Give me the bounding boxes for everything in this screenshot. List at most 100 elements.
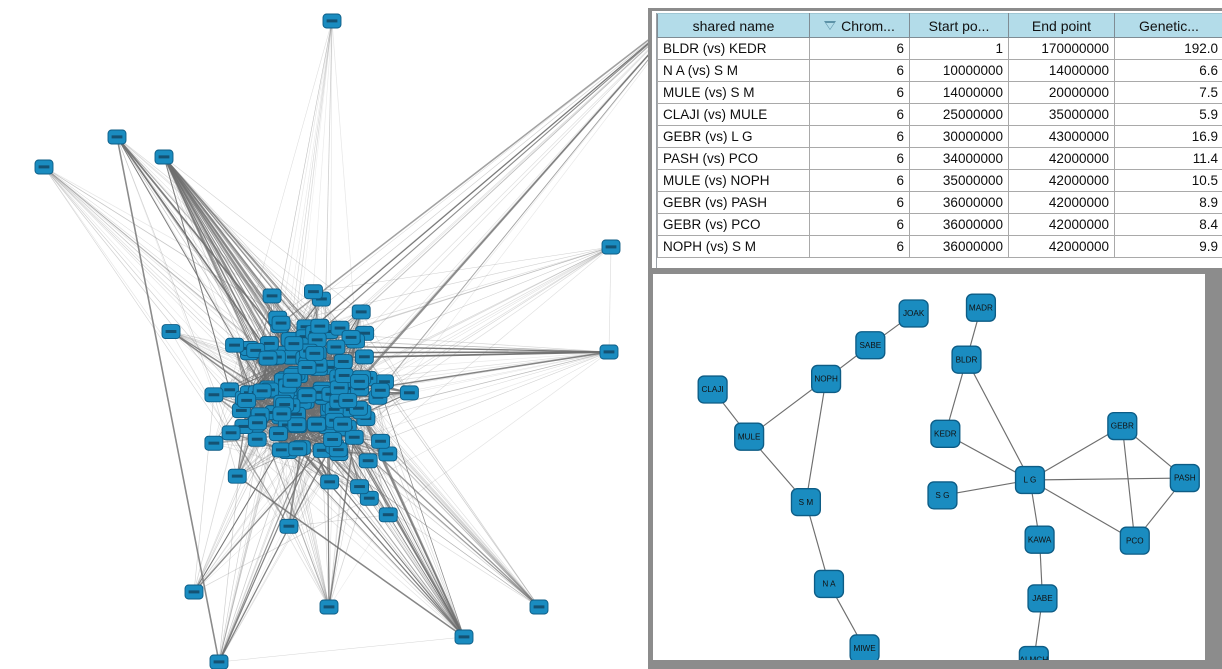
table-row[interactable]: MULE (vs) S M 6 14000000 20000000 7.5 xyxy=(657,81,1222,104)
cell-chromosome[interactable]: 6 xyxy=(809,125,910,148)
cell-shared_name[interactable]: GEBR (vs) PCO xyxy=(657,213,810,236)
graph-node[interactable]: PCO xyxy=(1119,526,1150,555)
cell-end_point[interactable]: 42000000 xyxy=(1008,147,1115,170)
graph-node[interactable]: JABE xyxy=(1027,584,1058,613)
cell-shared_name[interactable]: PASH (vs) PCO xyxy=(657,147,810,170)
cell-shared_name[interactable]: GEBR (vs) PASH xyxy=(657,191,810,214)
cell-start_point[interactable]: 14000000 xyxy=(909,81,1009,104)
cell-start_point[interactable]: 1 xyxy=(909,37,1009,60)
graph-node[interactable]: JOAK xyxy=(898,299,929,328)
graph-edge[interactable] xyxy=(805,378,827,503)
cell-genetic[interactable]: 10.5 xyxy=(1114,169,1222,192)
graph-node[interactable]: MULE xyxy=(734,422,765,451)
table-row[interactable]: BLDR (vs) KEDR 6 1 170000000 192.0 xyxy=(657,37,1222,60)
column-header-chromosome[interactable]: Chrom... xyxy=(809,13,910,38)
node-shape[interactable] xyxy=(734,422,765,451)
node-shape[interactable] xyxy=(1018,645,1049,660)
cell-end_point[interactable]: 42000000 xyxy=(1008,213,1115,236)
cell-chromosome[interactable]: 6 xyxy=(809,147,910,170)
column-header-shared-name[interactable]: shared name xyxy=(657,13,810,38)
graph-edge[interactable] xyxy=(1029,479,1136,542)
graph-node[interactable]: SABE xyxy=(855,331,886,360)
cell-start_point[interactable]: 25000000 xyxy=(909,103,1009,126)
table-row[interactable]: PASH (vs) PCO 6 34000000 42000000 11.4 xyxy=(657,147,1222,170)
cell-start_point[interactable]: 36000000 xyxy=(909,191,1009,214)
node-shape[interactable] xyxy=(898,299,929,328)
cell-end_point[interactable]: 14000000 xyxy=(1008,59,1115,82)
cell-start_point[interactable]: 10000000 xyxy=(909,59,1009,82)
column-header-end-point[interactable]: End point xyxy=(1008,13,1115,38)
cell-genetic[interactable]: 6.6 xyxy=(1114,59,1222,82)
cell-chromosome[interactable]: 6 xyxy=(809,59,910,82)
column-header-start-point[interactable]: Start po... xyxy=(909,13,1009,38)
graph-edge[interactable] xyxy=(965,359,1031,481)
cell-genetic[interactable]: 8.4 xyxy=(1114,213,1222,236)
node-shape[interactable] xyxy=(1027,584,1058,613)
graph-edge[interactable] xyxy=(1029,477,1185,481)
cell-chromosome[interactable]: 6 xyxy=(809,169,910,192)
cell-end_point[interactable]: 42000000 xyxy=(1008,235,1115,258)
graph-node[interactable]: KEDR xyxy=(930,419,961,448)
node-shape[interactable] xyxy=(1107,411,1138,441)
cell-end_point[interactable]: 42000000 xyxy=(1008,191,1115,214)
cell-genetic[interactable]: 7.5 xyxy=(1114,81,1222,104)
table-row[interactable]: NOPH (vs) S M 6 36000000 42000000 9.9 xyxy=(657,235,1222,258)
cell-start_point[interactable]: 36000000 xyxy=(909,235,1009,258)
cell-start_point[interactable]: 36000000 xyxy=(909,213,1009,236)
table-row[interactable]: GEBR (vs) PCO 6 36000000 42000000 8.4 xyxy=(657,213,1222,236)
subnetwork-panel[interactable]: CLAJI MULE NOPH SABE JOAK S M N A MIWE MADR BLDR K… xyxy=(648,268,1222,669)
cell-chromosome[interactable]: 6 xyxy=(809,103,910,126)
graph-node[interactable]: S M xyxy=(790,487,822,517)
node-shape[interactable] xyxy=(930,419,961,448)
node-shape[interactable] xyxy=(1119,526,1150,555)
cell-shared_name[interactable]: NOPH (vs) S M xyxy=(657,235,810,258)
table-row[interactable]: GEBR (vs) L G 6 30000000 43000000 16.9 xyxy=(657,125,1222,148)
node-shape[interactable] xyxy=(849,634,880,660)
cell-shared_name[interactable]: CLAJI (vs) MULE xyxy=(657,103,810,126)
table-row[interactable]: CLAJI (vs) MULE 6 25000000 35000000 5.9 xyxy=(657,103,1222,126)
graph-node[interactable]: PASH xyxy=(1169,463,1200,493)
cell-start_point[interactable]: 34000000 xyxy=(909,147,1009,170)
graph-edge[interactable] xyxy=(1029,425,1123,481)
graph-node[interactable]: S G xyxy=(927,481,958,510)
cell-start_point[interactable]: 30000000 xyxy=(909,125,1009,148)
cell-shared_name[interactable]: MULE (vs) NOPH xyxy=(657,169,810,192)
node-shape[interactable] xyxy=(965,293,997,322)
table-row[interactable]: MULE (vs) NOPH 6 35000000 42000000 10.5 xyxy=(657,169,1222,192)
graph-edge[interactable] xyxy=(1121,426,1136,541)
cell-end_point[interactable]: 35000000 xyxy=(1008,103,1115,126)
cell-chromosome[interactable]: 6 xyxy=(809,81,910,104)
graph-node[interactable]: KAWA xyxy=(1024,525,1055,554)
node-shape[interactable] xyxy=(855,331,886,360)
cell-start_point[interactable]: 35000000 xyxy=(909,169,1009,192)
main-network-view[interactable] xyxy=(0,0,648,669)
sort-descending-icon[interactable] xyxy=(824,21,837,31)
node-shape[interactable] xyxy=(813,569,845,599)
node-shape[interactable] xyxy=(811,364,842,394)
cell-end_point[interactable]: 42000000 xyxy=(1008,169,1115,192)
column-header-genetic[interactable]: Genetic... xyxy=(1114,13,1222,38)
node-shape[interactable] xyxy=(1169,463,1200,493)
cell-end_point[interactable]: 20000000 xyxy=(1008,81,1115,104)
cell-genetic[interactable]: 16.9 xyxy=(1114,125,1222,148)
graph-node[interactable]: L G xyxy=(1014,465,1046,495)
results-table-panel[interactable]: shared name Chrom... Start po... End poi… xyxy=(648,8,1222,268)
subnetwork-canvas[interactable]: CLAJI MULE NOPH SABE JOAK S M N A MIWE MADR BLDR K… xyxy=(653,274,1205,660)
cell-genetic[interactable]: 8.9 xyxy=(1114,191,1222,214)
graph-node[interactable]: ALMCH xyxy=(1018,645,1049,660)
node-shape[interactable] xyxy=(951,345,982,374)
graph-node[interactable]: GEBR xyxy=(1107,411,1138,441)
cell-shared_name[interactable]: BLDR (vs) KEDR xyxy=(657,37,810,60)
cell-genetic[interactable]: 9.9 xyxy=(1114,235,1222,258)
node-shape[interactable] xyxy=(1014,465,1046,495)
node-shape[interactable] xyxy=(790,487,822,517)
node-shape[interactable] xyxy=(1024,525,1055,554)
cell-end_point[interactable]: 43000000 xyxy=(1008,125,1115,148)
cell-shared_name[interactable]: N A (vs) S M xyxy=(657,59,810,82)
cell-genetic[interactable]: 5.9 xyxy=(1114,103,1222,126)
graph-node[interactable]: BLDR xyxy=(951,345,982,374)
cell-shared_name[interactable]: MULE (vs) S M xyxy=(657,81,810,104)
graph-node[interactable]: NOPH xyxy=(811,364,842,394)
table-scroll-area[interactable]: shared name Chrom... Start po... End poi… xyxy=(656,13,1222,268)
